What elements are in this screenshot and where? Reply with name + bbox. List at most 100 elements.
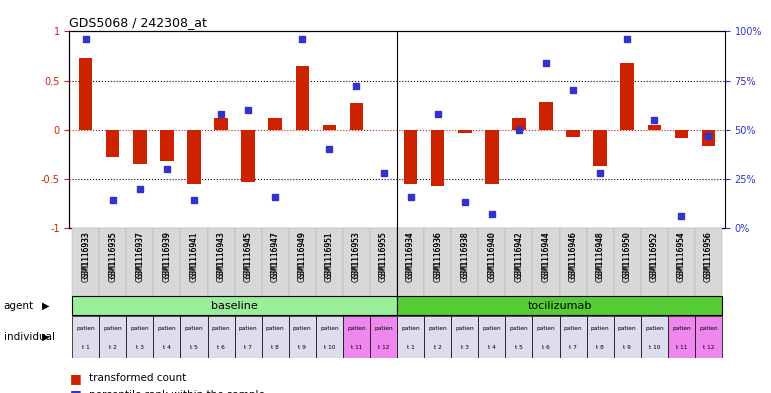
Text: t 5: t 5 [190,345,198,350]
Text: GSM1116940: GSM1116940 [487,231,497,283]
Text: patien: patien [293,326,311,331]
FancyBboxPatch shape [641,228,668,297]
Text: t 8: t 8 [596,345,604,350]
Text: individual: individual [4,332,55,342]
Text: ■: ■ [69,388,81,393]
FancyBboxPatch shape [126,228,153,297]
Bar [594,130,607,166]
Bar [621,63,634,130]
FancyBboxPatch shape [505,316,533,358]
Text: ▶: ▶ [42,301,50,310]
Text: t 4: t 4 [163,345,171,350]
Text: t 9: t 9 [298,345,306,350]
FancyBboxPatch shape [397,296,722,315]
Text: GSM1116942: GSM1116942 [514,231,524,277]
Text: patien: patien [672,326,691,331]
Text: t 12: t 12 [378,345,389,350]
Bar [485,130,499,184]
Text: GSM1116955: GSM1116955 [379,231,388,283]
Text: t 8: t 8 [271,345,279,350]
FancyBboxPatch shape [72,228,99,297]
FancyBboxPatch shape [99,228,126,297]
Bar [512,118,526,130]
Bar [648,125,661,130]
FancyBboxPatch shape [126,316,153,358]
Text: GSM1116947: GSM1116947 [271,231,280,283]
Text: GSM1116952: GSM1116952 [650,231,659,277]
Bar [350,103,363,130]
Bar [133,130,146,164]
FancyBboxPatch shape [153,228,180,297]
Text: GSM1116939: GSM1116939 [163,231,171,277]
FancyBboxPatch shape [614,228,641,297]
Text: t 3: t 3 [136,345,143,350]
Text: t 3: t 3 [461,345,469,350]
Bar [268,118,282,130]
Text: patien: patien [456,326,474,331]
Text: GSM1116934: GSM1116934 [406,231,415,277]
Text: GSM1116935: GSM1116935 [108,231,117,283]
Text: patien: patien [130,326,149,331]
Text: patien: patien [76,326,95,331]
Text: agent: agent [4,301,34,310]
Text: GSM1116938: GSM1116938 [460,231,470,282]
Text: patien: patien [510,326,528,331]
Text: patien: patien [374,326,393,331]
Text: GSM1116948: GSM1116948 [596,231,604,282]
FancyBboxPatch shape [343,316,370,358]
Bar [187,130,200,184]
Text: patien: patien [347,326,365,331]
FancyBboxPatch shape [614,316,641,358]
FancyBboxPatch shape [207,316,234,358]
FancyBboxPatch shape [451,316,478,358]
FancyBboxPatch shape [505,228,533,297]
Text: patien: patien [184,326,204,331]
Text: t 7: t 7 [244,345,252,350]
FancyBboxPatch shape [72,316,99,358]
Text: t 10: t 10 [324,345,335,350]
Text: ▶: ▶ [42,332,50,342]
Text: patien: patien [618,326,637,331]
Bar [702,130,715,147]
Text: patien: patien [266,326,284,331]
Text: patien: patien [401,326,420,331]
FancyBboxPatch shape [234,228,261,297]
Text: GSM1116946: GSM1116946 [568,231,577,277]
Text: GSM1116945: GSM1116945 [244,231,253,283]
Text: GSM1116937: GSM1116937 [135,231,144,277]
Text: GSM1116942: GSM1116942 [514,231,524,282]
Text: t 11: t 11 [351,345,362,350]
Text: t 6: t 6 [217,345,225,350]
FancyBboxPatch shape [234,316,261,358]
FancyBboxPatch shape [180,316,207,358]
Text: t 7: t 7 [569,345,577,350]
FancyBboxPatch shape [289,316,316,358]
FancyBboxPatch shape [533,228,560,297]
Text: GSM1116944: GSM1116944 [541,231,550,283]
FancyBboxPatch shape [343,228,370,297]
Bar [106,130,120,157]
Text: patien: patien [320,326,338,331]
Bar [295,66,309,130]
Text: GSM1116954: GSM1116954 [677,231,686,277]
FancyBboxPatch shape [289,228,316,297]
FancyBboxPatch shape [99,316,126,358]
Text: GSM1116949: GSM1116949 [298,231,307,283]
Text: GSM1116936: GSM1116936 [433,231,443,283]
FancyBboxPatch shape [560,316,587,358]
FancyBboxPatch shape [370,228,397,297]
FancyBboxPatch shape [560,228,587,297]
Text: t 12: t 12 [702,345,714,350]
FancyBboxPatch shape [695,228,722,297]
FancyBboxPatch shape [316,228,343,297]
FancyBboxPatch shape [641,316,668,358]
Text: t 2: t 2 [109,345,116,350]
Text: ■: ■ [69,371,81,385]
Text: GSM1116949: GSM1116949 [298,231,307,277]
FancyBboxPatch shape [668,228,695,297]
Text: GSM1116956: GSM1116956 [704,231,713,277]
Bar [322,125,336,130]
Text: GSM1116955: GSM1116955 [379,231,388,277]
Text: patien: patien [157,326,177,331]
Bar [160,130,173,161]
